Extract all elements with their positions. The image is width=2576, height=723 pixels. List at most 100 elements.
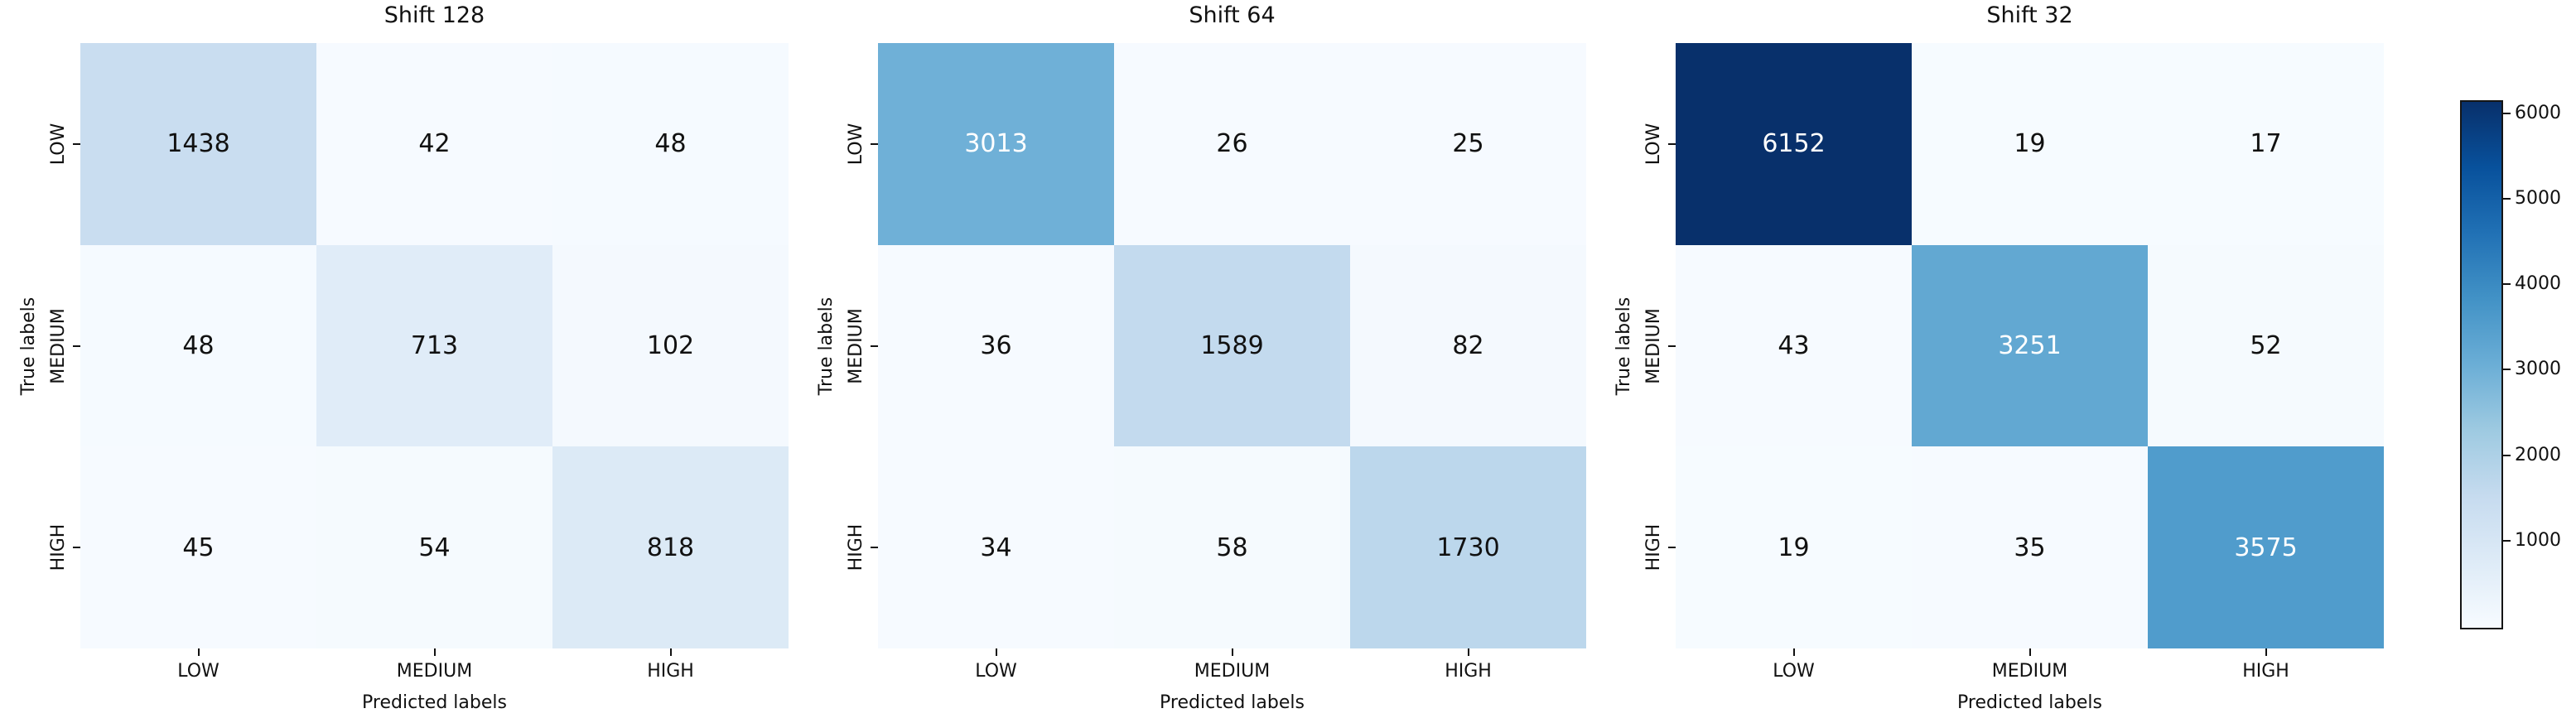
x-axis-tick [995,648,997,656]
heatmap-cell: 82 [1350,244,1586,447]
cell-value: 1438 [166,129,230,159]
cell-value: 34 [980,533,1012,562]
y-axis-tick [1668,345,1676,347]
x-tick-label: LOW [1773,661,1815,682]
y-tick-label: HIGH [48,523,69,571]
heatmap-cell: 43 [1676,244,1912,447]
y-axis-tick [73,345,80,347]
y-tick-label: LOW [846,123,866,166]
colorbar-tick-label: 3000 [2515,359,2561,380]
heatmap-cell: 48 [552,43,789,245]
cell-value: 48 [654,129,687,159]
x-tick-label: HIGH [1445,661,1492,682]
cell-value: 1589 [1200,330,1264,360]
heatmap-cell: 26 [1114,43,1350,245]
cell-value: 52 [2250,330,2282,360]
x-tick-label: MEDIUM [396,661,473,682]
x-axis-tick [1231,648,1233,656]
heatmap-cell: 1438 [80,43,316,245]
cell-value: 102 [646,330,695,360]
x-axis-label: Predicted labels [1160,692,1305,713]
y-axis-tick [871,547,878,549]
cell-value: 48 [182,330,215,360]
heatmap-cell: 36 [878,244,1114,447]
heatmap-cell: 42 [316,43,552,245]
x-tick-label: LOW [177,661,219,682]
x-tick-label: MEDIUM [1194,661,1271,682]
colorbar-tick-label: 1000 [2515,529,2561,551]
heatmap-cell: 3013 [878,43,1114,245]
heatmap-cell: 25 [1350,43,1586,245]
cell-value: 25 [1452,129,1484,159]
colorbar-tick-label: 6000 [2515,102,2561,123]
colorbar-tick [2503,539,2511,542]
x-axis-label: Predicted labels [362,692,507,713]
colorbar-tick [2503,283,2511,286]
panel-title: Shift 32 [1986,2,2073,28]
colorbar-tick-label: 2000 [2515,444,2561,465]
heatmap-cell: 54 [316,446,552,648]
colorbar-tick [2503,454,2511,456]
x-axis-tick [669,648,672,656]
panel-title: Shift 128 [384,2,485,28]
cell-value: 19 [1778,533,1810,562]
heatmap-cell: 48 [80,244,316,447]
cell-value: 818 [646,533,695,562]
heatmap: 1438 42 48 48 713 102 45 54 818 [80,43,789,648]
heatmap-cell: 102 [552,244,789,447]
x-axis-tick [433,648,436,656]
cell-value: 82 [1452,330,1484,360]
heatmap-cell: 1589 [1114,244,1350,447]
x-axis-tick [1792,648,1795,656]
cell-value: 6152 [1762,129,1826,159]
heatmap-cell: 1730 [1350,446,1586,648]
y-axis-tick [73,547,80,549]
y-axis-tick [1668,547,1676,549]
x-axis-tick [2028,648,2031,656]
y-tick-label: MEDIUM [846,307,866,384]
heatmap-cell: 52 [2148,244,2384,447]
cell-value: 42 [418,129,451,159]
cell-value: 43 [1778,330,1810,360]
x-axis-label: Predicted labels [1957,692,2102,713]
heatmap-cell: 6152 [1676,43,1912,245]
heatmap-cell: 45 [80,446,316,648]
heatmap: 3013 26 25 36 1589 82 34 58 1730 [878,43,1586,648]
cell-value: 1730 [1436,533,1500,562]
panel-title: Shift 64 [1189,2,1276,28]
cell-value: 19 [2014,129,2046,159]
colorbar-tick-label: 5000 [2515,187,2561,209]
y-tick-label: MEDIUM [48,307,69,384]
y-axis-tick [73,142,80,145]
heatmap-cell: 19 [1912,43,2148,245]
colorbar-tick [2503,197,2511,200]
x-tick-label: LOW [975,661,1017,682]
y-tick-label: HIGH [846,523,866,571]
y-tick-label: HIGH [1643,523,1664,571]
heatmap-cell: 17 [2148,43,2384,245]
cell-value: 36 [980,330,1012,360]
heatmap-cell: 3251 [1912,244,2148,447]
heatmap-cell: 3575 [2148,446,2384,648]
y-tick-label: LOW [1643,123,1664,166]
colorbar-tick-label: 4000 [2515,273,2561,295]
heatmap-cell: 19 [1676,446,1912,648]
cell-value: 35 [2014,533,2046,562]
colorbar [2460,100,2503,629]
y-axis-tick [871,142,878,145]
heatmap-cell: 34 [878,446,1114,648]
cell-value: 713 [410,330,459,360]
x-axis-tick [2265,648,2267,656]
heatmap: 6152 19 17 43 3251 52 19 35 3575 [1676,43,2384,648]
cell-value: 3575 [2234,533,2298,562]
x-tick-label: MEDIUM [1991,661,2068,682]
cell-value: 3251 [1998,330,2062,360]
x-axis-tick [1467,648,1469,656]
colorbar-tick [2503,369,2511,371]
y-axis-label: True labels [1614,296,1634,395]
x-axis-tick [197,648,200,656]
colorbar-tick [2503,112,2511,114]
cell-value: 58 [1216,533,1248,562]
cell-value: 26 [1216,129,1248,159]
